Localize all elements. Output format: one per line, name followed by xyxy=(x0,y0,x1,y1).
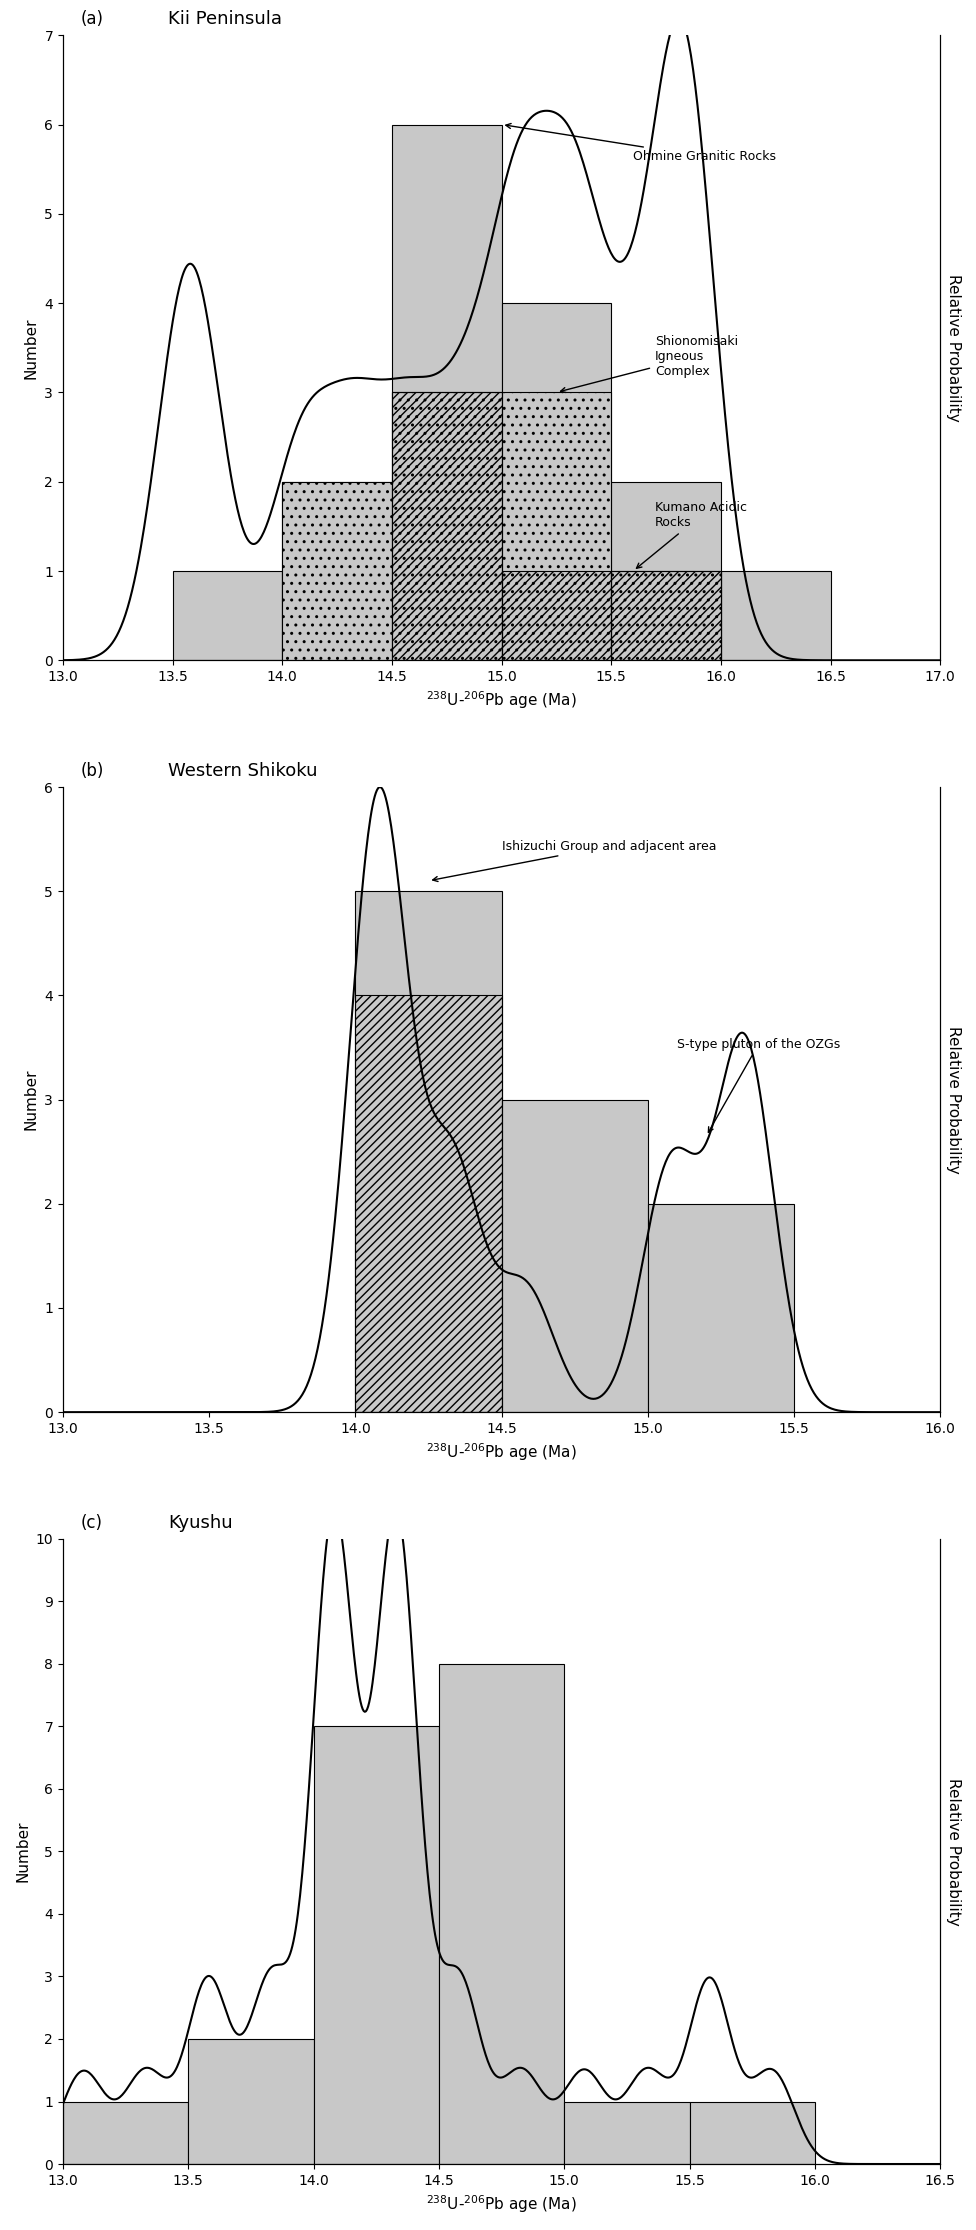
Bar xyxy=(502,571,611,660)
Bar xyxy=(648,1204,793,1412)
Text: Shionomisaki
Igneous
Complex: Shionomisaki Igneous Complex xyxy=(560,334,738,392)
Text: Kii Peninsula: Kii Peninsula xyxy=(168,11,282,29)
Y-axis label: Number: Number xyxy=(15,1820,30,1882)
Bar xyxy=(502,303,611,660)
Bar xyxy=(502,392,611,660)
Text: Kumano Acidic
Rocks: Kumano Acidic Rocks xyxy=(636,502,747,569)
Bar xyxy=(689,2101,815,2163)
X-axis label: $^{238}$U-$^{206}$Pb age (Ma): $^{238}$U-$^{206}$Pb age (Ma) xyxy=(427,1441,577,1463)
Bar xyxy=(502,1099,648,1412)
Bar xyxy=(313,1726,439,2163)
Y-axis label: Number: Number xyxy=(23,1068,39,1131)
Bar xyxy=(62,2101,188,2163)
X-axis label: $^{238}$U-$^{206}$Pb age (Ma): $^{238}$U-$^{206}$Pb age (Ma) xyxy=(427,689,577,711)
Bar xyxy=(611,482,721,660)
Y-axis label: Number: Number xyxy=(23,317,39,379)
Bar xyxy=(173,571,282,660)
Bar xyxy=(439,1664,564,2163)
Text: S-type pluton of the OZGs: S-type pluton of the OZGs xyxy=(677,1037,840,1133)
Y-axis label: Relative Probability: Relative Probability xyxy=(946,1777,961,1924)
Bar xyxy=(282,482,392,660)
Bar xyxy=(355,892,502,1412)
Text: Ishizuchi Group and adjacent area: Ishizuchi Group and adjacent area xyxy=(432,838,716,881)
Text: (a): (a) xyxy=(80,11,103,29)
Text: Western Shikoku: Western Shikoku xyxy=(168,763,317,780)
Text: Ohmine Granitic Rocks: Ohmine Granitic Rocks xyxy=(506,123,776,163)
Bar xyxy=(392,392,502,660)
Y-axis label: Relative Probability: Relative Probability xyxy=(946,1026,961,1173)
Bar xyxy=(611,571,721,660)
Text: Kyushu: Kyushu xyxy=(168,1514,233,1532)
Y-axis label: Relative Probability: Relative Probability xyxy=(946,274,961,421)
Bar xyxy=(355,995,502,1412)
Text: (b): (b) xyxy=(80,763,103,780)
Bar xyxy=(392,125,502,660)
Text: (c): (c) xyxy=(80,1514,102,1532)
Bar xyxy=(188,2038,313,2163)
Bar xyxy=(282,482,392,660)
Bar xyxy=(611,571,721,660)
Bar xyxy=(721,571,831,660)
X-axis label: $^{238}$U-$^{206}$Pb age (Ma): $^{238}$U-$^{206}$Pb age (Ma) xyxy=(427,2194,577,2214)
Bar xyxy=(392,392,502,660)
Bar xyxy=(564,2101,689,2163)
